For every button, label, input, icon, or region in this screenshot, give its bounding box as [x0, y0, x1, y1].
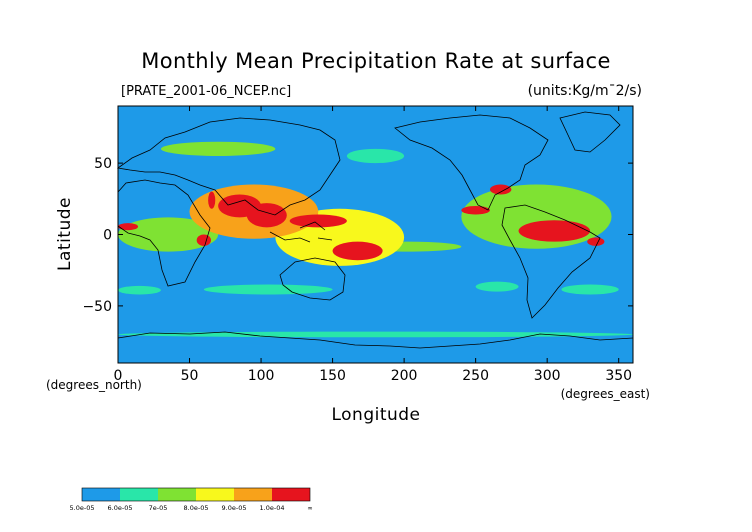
- coastline-indonesia: [269, 221, 333, 243]
- x-tick-label: 300: [534, 368, 561, 384]
- x-unit-note: (degrees_east): [561, 387, 650, 401]
- colorbar-swatch: [158, 488, 196, 501]
- coastline-outlines: [116, 111, 634, 349]
- precip-region: [117, 285, 161, 295]
- precip-region: [118, 217, 219, 252]
- coastline-north-america: [394, 114, 549, 211]
- colorbar-label: 9.0e-05: [222, 504, 247, 512]
- x-tick-label: 0: [114, 368, 123, 384]
- precip-region: [518, 220, 591, 242]
- precip-region: [489, 184, 512, 195]
- map-plot-area: [116, 105, 634, 364]
- x-axis-label: Longitude: [331, 405, 420, 425]
- precip-region: [118, 223, 139, 231]
- precip-region: [587, 237, 605, 246]
- colorbar-swatch: [272, 488, 310, 501]
- colorbar-label: 1.0e-04: [260, 504, 285, 512]
- precip-region: [196, 234, 211, 246]
- precip-region: [289, 214, 347, 228]
- x-axis: 0 50 100 150 200 250 300 350: [114, 106, 632, 384]
- colorbar-label: 5.0e-05: [70, 504, 95, 512]
- precip-region: [332, 241, 383, 261]
- colorbar: 5.0e-05 6.0e-05 7e-05 8.0e-05 9.0e-05 1.0e-04…: [70, 487, 313, 512]
- precip-region: [203, 284, 333, 295]
- colorbar-label: 8.0e-05: [184, 504, 209, 512]
- precip-region: [208, 191, 216, 209]
- colorbar-swatch: [196, 488, 234, 501]
- x-tick-label: 100: [248, 368, 275, 384]
- x-tick-label: 250: [462, 368, 489, 384]
- precip-region: [160, 141, 276, 156]
- precip-region: [461, 205, 490, 215]
- y-unit-note: (degrees_north): [46, 378, 142, 392]
- colorbar-swatch: [82, 488, 120, 501]
- x-tick-label: 200: [391, 368, 418, 384]
- x-tick-label: 350: [605, 368, 632, 384]
- precip-region: [475, 281, 519, 292]
- coastline-africa: [117, 179, 211, 287]
- x-tick-label: 150: [319, 368, 346, 384]
- y-tick-label: 0: [103, 228, 112, 244]
- coastline-eurasia: [116, 117, 341, 216]
- precip-region: [118, 331, 633, 338]
- x-tick-label: 50: [181, 368, 199, 384]
- precip-region: [246, 203, 287, 228]
- y-axis-label: Latitude: [55, 197, 75, 271]
- colorbar-label: 7e-05: [149, 504, 168, 512]
- colorbar-swatch: [120, 488, 158, 501]
- coastline-antarctica: [117, 331, 634, 349]
- y-tick-label: 50: [94, 156, 112, 172]
- colorbar-swatch: [234, 488, 272, 501]
- y-tick-label: −50: [82, 299, 112, 315]
- coastline-south-america: [501, 204, 601, 319]
- chart-title: Monthly Mean Precipitation Rate at surfa…: [141, 49, 611, 73]
- coastline-australia: [279, 257, 346, 301]
- colorbar-label: 6.0e-05: [108, 504, 133, 512]
- coastline-greenland: [559, 111, 621, 153]
- colorbar-label: ∞: [307, 504, 312, 512]
- y-axis: 50 0 −50: [82, 156, 633, 315]
- precip-region: [561, 284, 619, 295]
- units-label: (units:Kg/m¯2/s): [528, 83, 642, 99]
- file-name-label: [PRATE_2001-06_NCEP.nc]: [121, 84, 291, 99]
- precip-region: [346, 148, 405, 164]
- colorbar-frame: [81, 487, 311, 502]
